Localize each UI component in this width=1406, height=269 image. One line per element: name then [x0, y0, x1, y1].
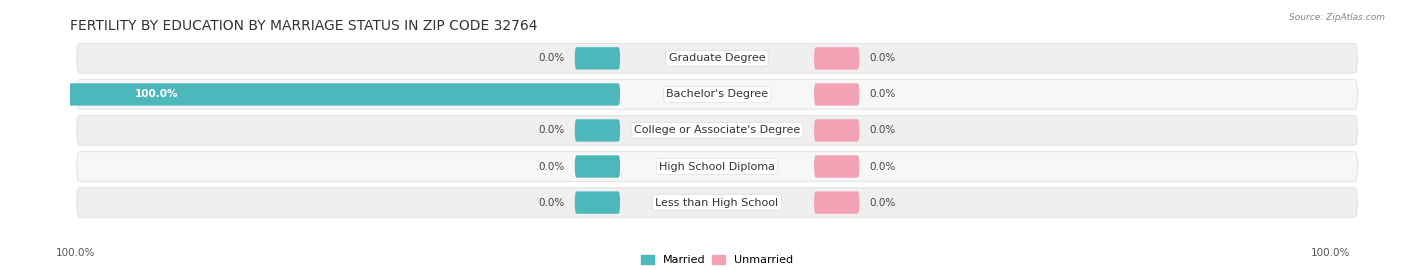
Text: 0.0%: 0.0%	[538, 197, 565, 208]
Text: 100.0%: 100.0%	[1310, 248, 1350, 258]
Text: High School Diploma: High School Diploma	[659, 161, 775, 172]
FancyBboxPatch shape	[575, 47, 620, 70]
Legend: Married, Unmarried: Married, Unmarried	[641, 255, 793, 266]
FancyBboxPatch shape	[575, 119, 620, 142]
Text: College or Associate's Degree: College or Associate's Degree	[634, 125, 800, 136]
FancyBboxPatch shape	[77, 188, 1357, 217]
FancyBboxPatch shape	[0, 83, 620, 106]
Text: 0.0%: 0.0%	[538, 53, 565, 63]
Text: FERTILITY BY EDUCATION BY MARRIAGE STATUS IN ZIP CODE 32764: FERTILITY BY EDUCATION BY MARRIAGE STATU…	[70, 19, 538, 33]
FancyBboxPatch shape	[77, 80, 1357, 109]
Text: Less than High School: Less than High School	[655, 197, 779, 208]
FancyBboxPatch shape	[814, 83, 859, 106]
FancyBboxPatch shape	[814, 191, 859, 214]
FancyBboxPatch shape	[814, 155, 859, 178]
Text: 100.0%: 100.0%	[135, 89, 179, 100]
Text: 0.0%: 0.0%	[869, 197, 896, 208]
FancyBboxPatch shape	[77, 116, 1357, 145]
FancyBboxPatch shape	[77, 152, 1357, 181]
FancyBboxPatch shape	[575, 191, 620, 214]
FancyBboxPatch shape	[814, 47, 859, 70]
Text: Source: ZipAtlas.com: Source: ZipAtlas.com	[1289, 13, 1385, 22]
FancyBboxPatch shape	[814, 119, 859, 142]
FancyBboxPatch shape	[575, 155, 620, 178]
Text: 0.0%: 0.0%	[869, 125, 896, 136]
Text: Graduate Degree: Graduate Degree	[669, 53, 765, 63]
Text: 0.0%: 0.0%	[869, 89, 896, 100]
Text: 0.0%: 0.0%	[869, 53, 896, 63]
FancyBboxPatch shape	[77, 44, 1357, 73]
Text: 0.0%: 0.0%	[538, 125, 565, 136]
Text: Bachelor's Degree: Bachelor's Degree	[666, 89, 768, 100]
Text: 0.0%: 0.0%	[869, 161, 896, 172]
Text: 0.0%: 0.0%	[538, 161, 565, 172]
Text: 100.0%: 100.0%	[56, 248, 96, 258]
